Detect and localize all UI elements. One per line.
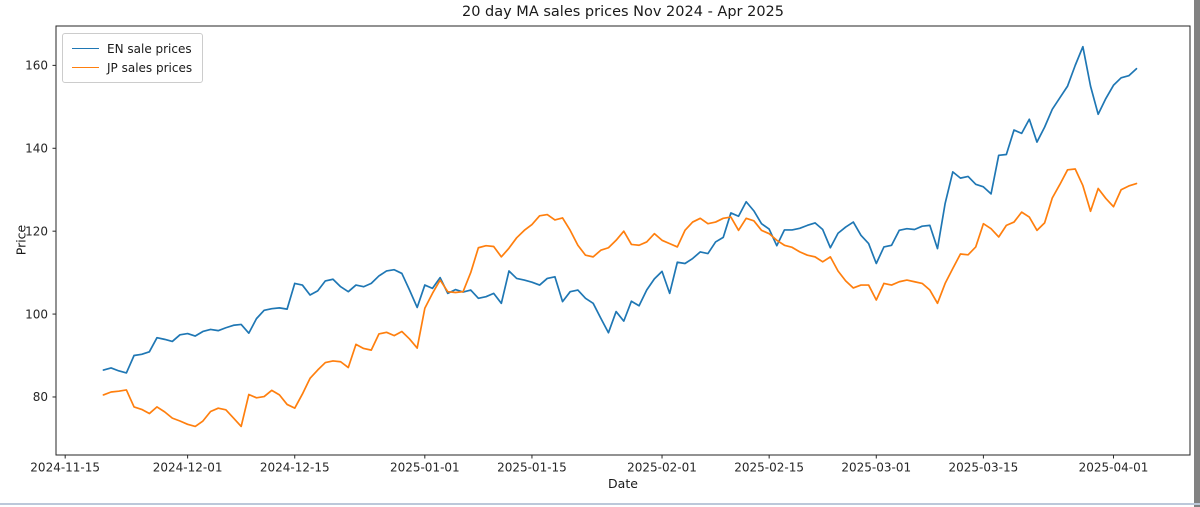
window-scrollbar[interactable] (1194, 0, 1200, 507)
chart-title: 20 day MA sales prices Nov 2024 - Apr 20… (461, 4, 785, 20)
x-tick-label: 2025-01-01 (390, 461, 460, 475)
legend-line-sample-jp (72, 67, 99, 68)
y-tick-label: 80 (33, 390, 48, 404)
y-tick-label: 160 (25, 59, 48, 73)
x-tick-label: 2025-04-01 (1079, 461, 1149, 475)
legend-item-en: EN sale prices (72, 39, 192, 58)
x-tick-label: 2025-02-15 (734, 461, 804, 475)
y-tick-label: 100 (25, 307, 48, 321)
y-axis-label: Price (13, 224, 29, 256)
x-tick-label: 2025-01-15 (497, 461, 567, 475)
x-axis-label: Date (608, 476, 638, 491)
legend-line-sample-en (72, 48, 99, 49)
series-line-jp (102, 168, 1138, 428)
x-tick-label: 2025-03-15 (949, 461, 1019, 475)
legend-item-jp: JP sales prices (72, 58, 192, 77)
x-tick-label: 2024-12-01 (153, 461, 223, 475)
x-tick-label: 2025-02-01 (627, 461, 697, 475)
y-tick-label: 120 (25, 224, 48, 238)
y-tick-label: 140 (25, 141, 48, 155)
plot-area (55, 25, 1191, 456)
series-line-en (102, 45, 1138, 374)
legend-label-jp: JP sales prices (107, 60, 193, 75)
x-tick-label: 2024-11-15 (30, 461, 100, 475)
bottom-window-edge (0, 503, 1200, 505)
legend: EN sale prices JP sales prices (62, 33, 204, 83)
legend-label-en: EN sale prices (107, 41, 192, 56)
x-tick-label: 2024-12-15 (260, 461, 330, 475)
x-tick-label: 2025-03-01 (841, 461, 911, 475)
